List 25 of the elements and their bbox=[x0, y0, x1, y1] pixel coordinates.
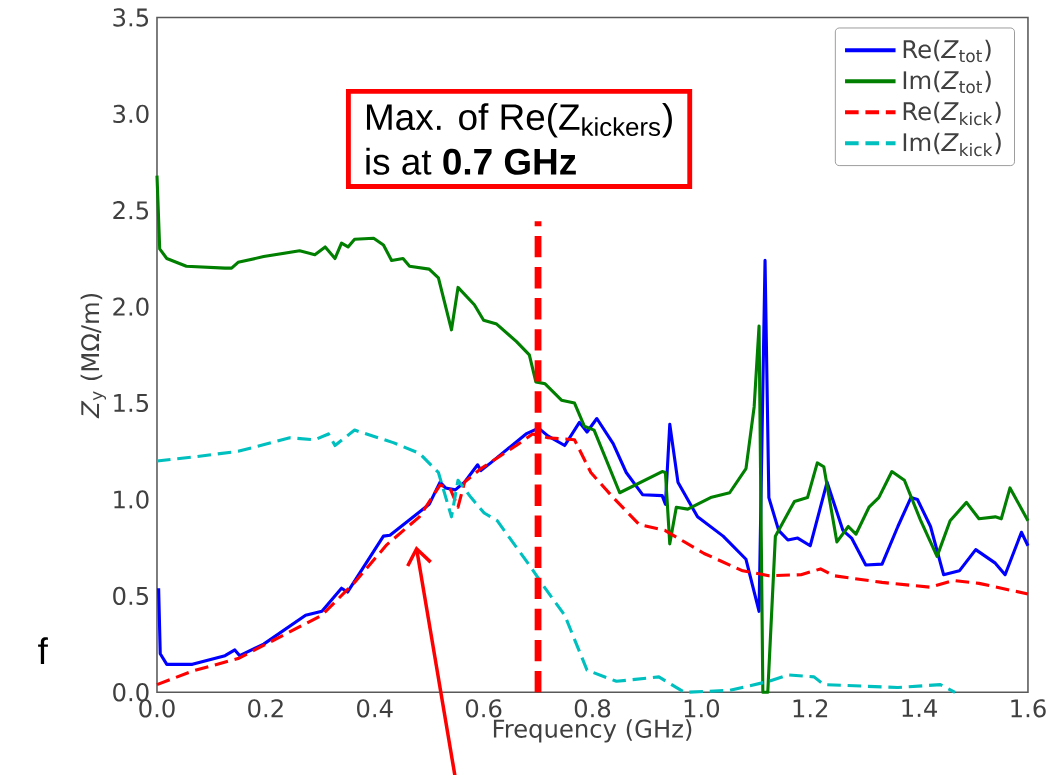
legend-label: Im(Z$_{tot}$) bbox=[903, 70, 991, 94]
y-tick-label: 2.0 bbox=[113, 297, 149, 316]
y-tick-label: 3.0 bbox=[113, 104, 149, 124]
x-axis-title: Frequency (GHz) bbox=[493, 719, 692, 743]
line-series bbox=[155, 174, 1030, 694]
y-tick-label: 0.5 bbox=[113, 586, 149, 606]
x-tick-label: 0.8 bbox=[574, 699, 611, 718]
x-tick-label: 1.2 bbox=[793, 699, 828, 718]
y-tick-label: 2.5 bbox=[113, 201, 149, 220]
x-tick-label: 0.2 bbox=[248, 699, 283, 718]
y-tick-label: 3.5 bbox=[113, 8, 149, 27]
x-tick-label: 0.6 bbox=[465, 699, 502, 718]
y-axis-title: Z$_{y}$ (MΩ/m) bbox=[80, 294, 107, 419]
legend-label: Im(Z$_{kick}$) bbox=[903, 132, 1001, 157]
x-tick-label: 1.6 bbox=[1011, 699, 1046, 718]
legend-label: Re(Z$_{kick}$) bbox=[903, 101, 1001, 126]
legend-label: Re(Z$_{tot}$) bbox=[903, 39, 991, 63]
annotation: is at 0.7 GHz bbox=[366, 147, 576, 175]
y-tick-label: 1.5 bbox=[114, 394, 149, 413]
x-tick-label: 1.4 bbox=[902, 699, 938, 717]
y-tick-label: 1.0 bbox=[114, 490, 149, 509]
text: f bbox=[38, 637, 48, 664]
annotation: Max. of Re(Z$_{kickers}$) bbox=[366, 103, 672, 138]
x-tick-label: 0.4 bbox=[357, 699, 393, 718]
x-tick-label: 1.0 bbox=[684, 699, 720, 718]
